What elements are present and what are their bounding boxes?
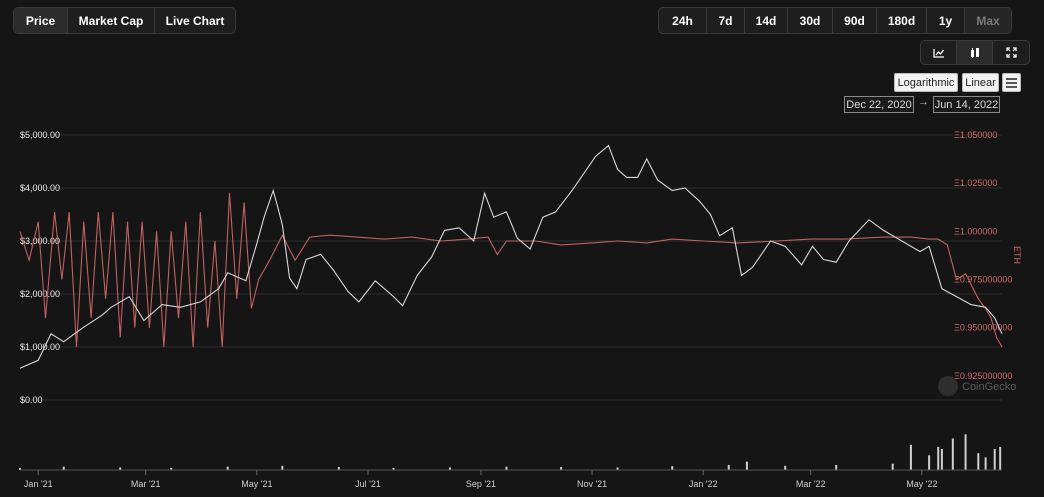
y-tick-label: $4,000.00 [20,183,60,193]
x-tick-label: Jan '21 [24,479,53,489]
range-30d[interactable]: 30d [788,8,833,33]
x-tick-label: Mar '22 [796,479,826,489]
view-toggle [920,40,1030,65]
x-tick-label: Jan '22 [689,479,718,489]
volume-bar [835,464,838,470]
coingecko-logo-icon [938,376,958,396]
y-tick-label: $1,000.00 [20,342,60,352]
volume-bar [505,466,508,470]
volume-bar [909,444,912,470]
volume-bar [951,438,954,470]
volume-bar [170,467,173,470]
y-tick-label: $5,000.00 [20,130,60,140]
volume-bar [993,449,996,470]
fullscreen-icon[interactable] [993,41,1029,64]
volume-bar [999,446,1002,470]
x-axis: Jan '21 Mar '21 May '21 Jul '21 Sep '21 Nov '… [24,470,937,489]
chart-type-tabs: Price Market Cap Live Chart [13,7,236,34]
watermark: CoinGecko [938,376,1016,396]
x-tick-label: Jul '21 [355,479,381,489]
volume-bar [281,465,284,470]
chart-grid [20,134,1002,401]
tab-price[interactable]: Price [14,8,68,33]
range-14d[interactable]: 14d [745,8,788,33]
series-layer [19,144,1003,369]
date-to-input[interactable]: Jun 14, 2022 [933,96,1000,113]
volume-bar [977,453,980,470]
range-90d[interactable]: 90d [833,8,877,33]
arrow-right-icon: → [918,96,929,108]
x-tick-label: Sep '21 [466,479,496,489]
tab-live-chart[interactable]: Live Chart [165,13,225,28]
range-max[interactable]: Max [965,8,1011,33]
tab-market-cap[interactable]: Market Cap [68,8,155,33]
range-1y[interactable]: 1y [927,8,965,33]
series-line-eth [19,192,1003,348]
volume-bar [940,449,943,470]
y-axis-left: $0.00$1,000.00$2,000.00$3,000.00$4,000.0… [20,130,60,405]
volume-bar [560,467,563,470]
chart-menu-button[interactable] [1002,73,1021,92]
right-axis-label: ETH [1012,246,1022,264]
time-range-tabs: 24h 7d 14d 30d 90d 180d 1y Max [658,7,1012,34]
volume-bar [448,467,451,470]
volume-bar [392,467,395,470]
y-tick-label: $0.00 [20,395,43,405]
volume-bar [984,457,987,470]
volume-bar [119,467,122,470]
x-tick-label: May '22 [906,479,937,489]
date-from-input[interactable]: Dec 22, 2020 [844,96,914,113]
volume-bars [19,434,1002,470]
linear-scale-button[interactable]: Linear [962,73,999,92]
range-24h[interactable]: 24h [659,8,707,33]
volume-bar [937,446,940,470]
y2-tick-label: Ξ0.975000000 [954,275,1012,285]
y2-tick-label: Ξ1.050000 [954,130,997,140]
x-tick-label: Nov '21 [577,479,607,489]
volume-bar [671,466,674,470]
series-line-usd [19,144,1003,369]
candlestick-icon[interactable] [957,41,993,64]
y2-tick-label: Ξ1.000000 [954,226,997,236]
volume-bar [745,461,748,470]
y-axis-right: Ξ0.925000000 Ξ0.950000000 Ξ0.975000000 Ξ1.0… [954,130,1012,381]
volume-bar [964,434,967,470]
watermark-text: CoinGecko [962,381,1016,393]
x-tick-label: Mar '21 [131,479,161,489]
volume-bar [928,455,931,470]
volume-bar [19,467,21,470]
logarithmic-scale-button[interactable]: Logarithmic [894,73,958,92]
volume-bar [891,463,894,470]
y-tick-label: $2,000.00 [20,289,60,299]
range-7d[interactable]: 7d [707,8,745,33]
y2-tick-label: Ξ0.950000000 [954,323,1012,333]
x-tick-label: May '21 [241,479,272,489]
volume-bar [62,466,65,470]
volume-bar [616,467,619,470]
menu-icon [1006,77,1017,80]
y2-tick-label: Ξ1.025000 [954,178,997,188]
line-chart-icon[interactable] [921,41,957,64]
range-180d[interactable]: 180d [877,8,927,33]
volume-bar [226,466,229,470]
y2-tick-label: Ξ0.925000000 [954,371,1012,381]
volume-bar [337,467,340,470]
volume-bar [727,464,730,470]
volume-bar [784,465,787,470]
